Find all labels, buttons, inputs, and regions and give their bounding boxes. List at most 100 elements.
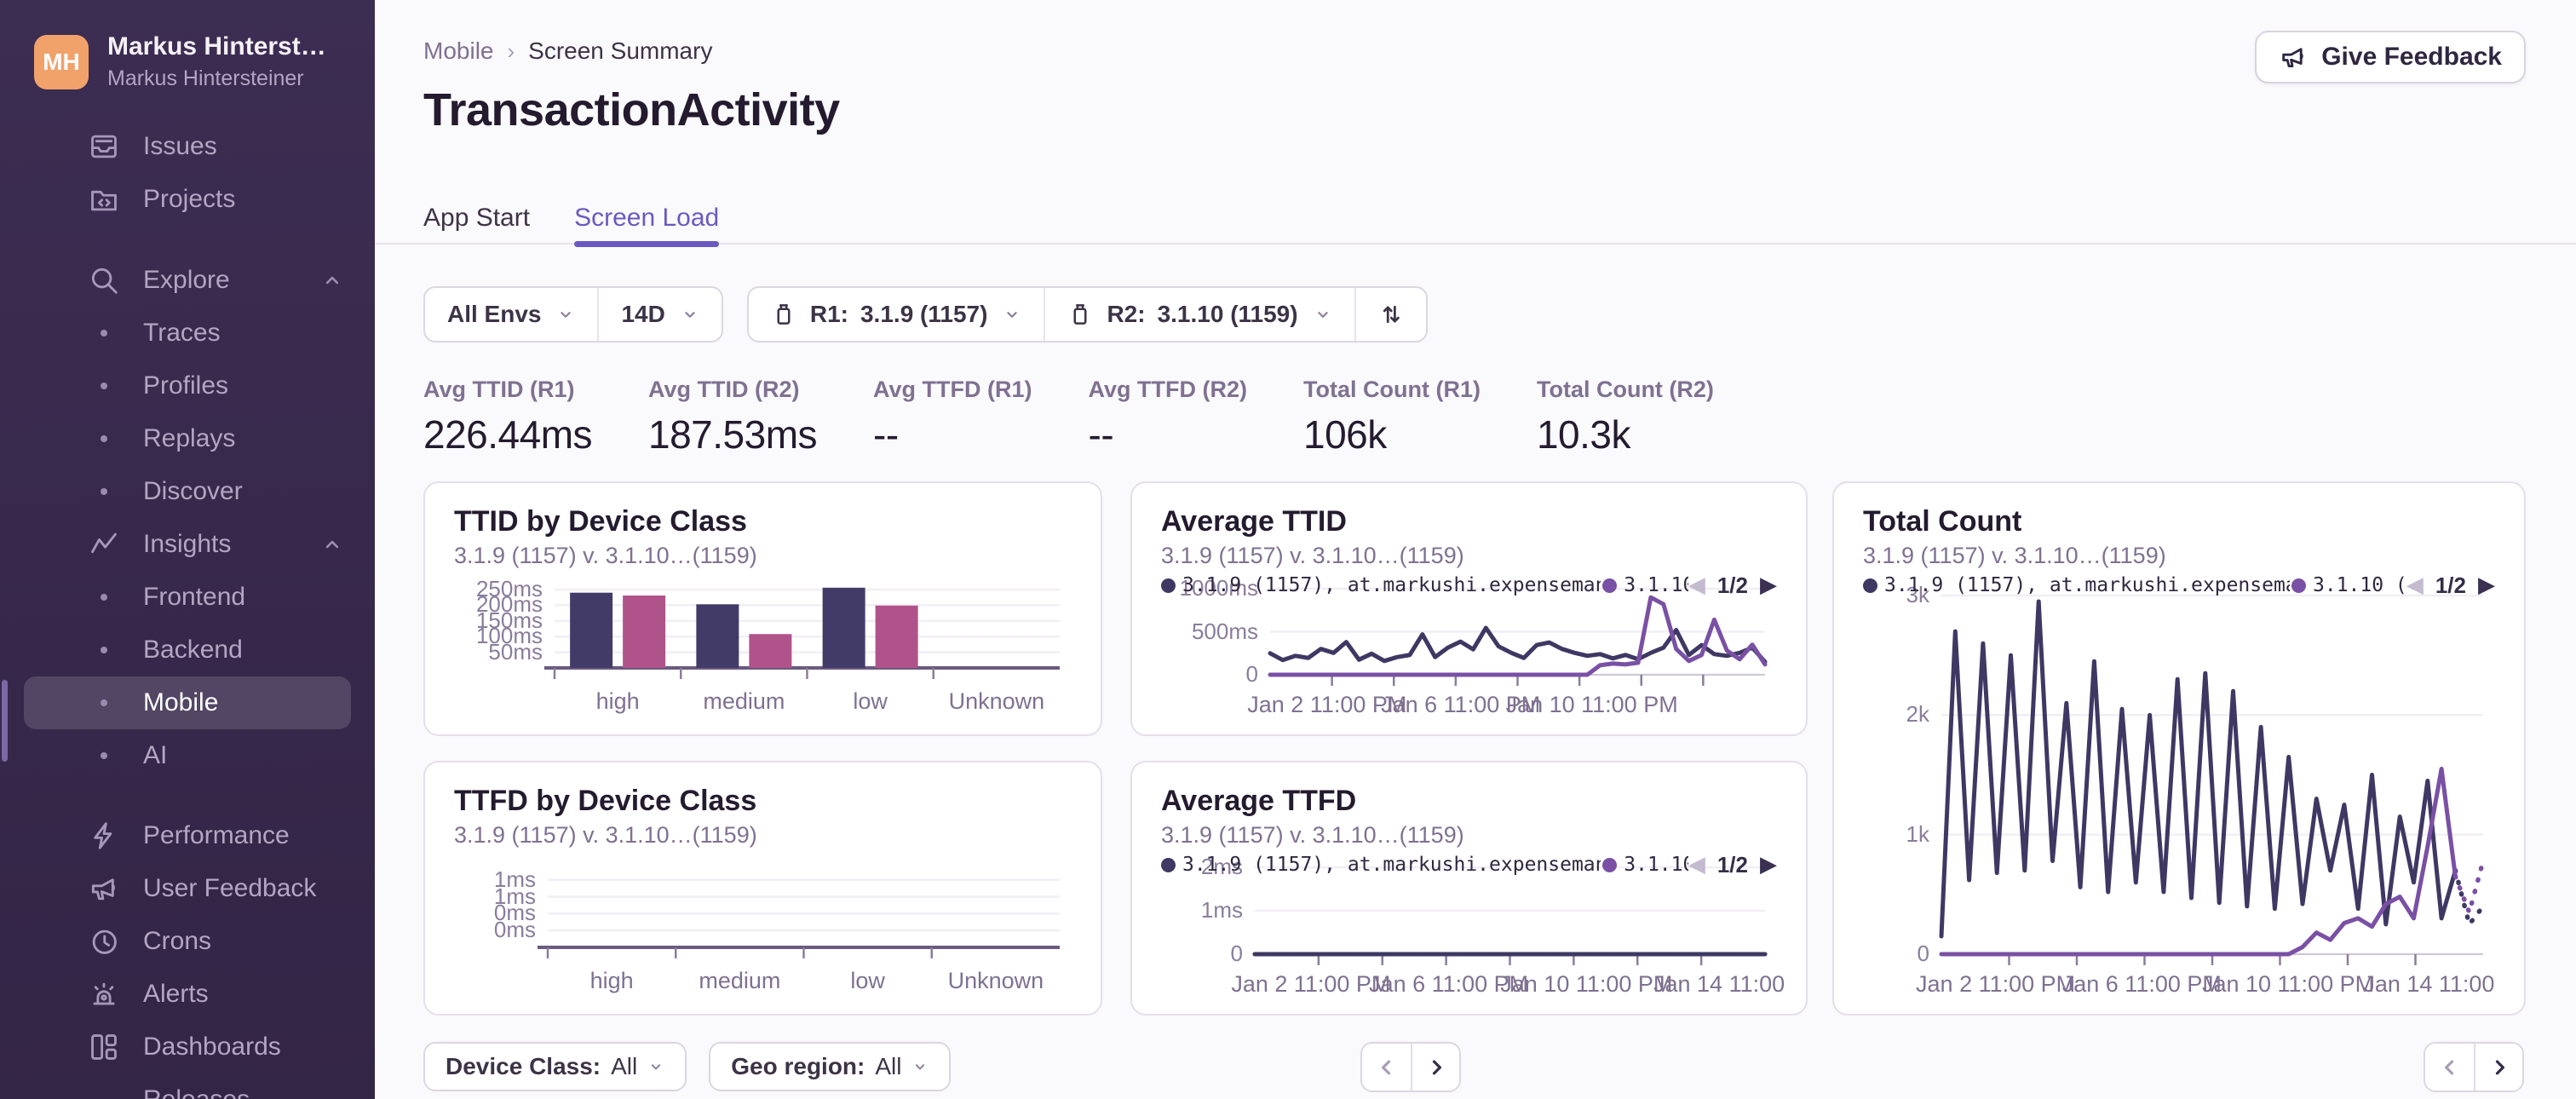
tab-label: Screen Load	[574, 204, 720, 232]
average-ttfd-card: Average TTFD 3.1.9 (1157) v. 3.1.10…(115…	[1130, 761, 1808, 1016]
pager-next-button[interactable]	[2474, 1044, 2522, 1090]
bullet-icon	[101, 383, 107, 389]
card-title: Average TTID	[1161, 505, 1347, 538]
legend-next-icon[interactable]: ▶	[1760, 573, 1777, 598]
sidebar-item-discover[interactable]: Discover	[0, 465, 375, 518]
sidebar-item-explore[interactable]: Explore	[0, 254, 375, 307]
inbox-icon	[85, 128, 123, 165]
releases-stack-icon	[85, 1081, 123, 1099]
legend-next-icon[interactable]: ▶	[1760, 852, 1777, 877]
pager-prev-button[interactable]	[2425, 1044, 2474, 1090]
give-feedback-button[interactable]: Give Feedback	[2255, 31, 2526, 83]
metric-label: Avg TTID (R2)	[648, 377, 800, 402]
sidebar-scroll-indicator[interactable]	[2, 680, 8, 762]
sidebar-item-label: Frontend	[143, 583, 246, 611]
series2-label: 3.1.10	[1624, 854, 1688, 876]
card-subtitle: 3.1.9 (1157) v. 3.1.10…(1159)	[454, 822, 757, 848]
chevron-down-icon	[1314, 305, 1332, 324]
metric-value: 106k	[1303, 412, 1387, 457]
release-filter-group: R1: 3.1.9 (1157) R2: 3.1.10 (1159)	[746, 286, 1428, 342]
release2-value: 3.1.10 (1159)	[1157, 301, 1298, 327]
metric-label: Total Count (R2)	[1536, 377, 1714, 402]
breadcrumb: Mobile › Screen Summary	[423, 37, 712, 65]
sidebar-item-alerts[interactable]: Alerts	[0, 968, 375, 1021]
chevron-down-icon	[911, 1058, 929, 1075]
legend-prev-icon[interactable]: ◀	[1688, 852, 1705, 877]
sidebar-item-performance[interactable]: Performance	[0, 809, 375, 862]
swap-arrows-icon	[1378, 302, 1404, 327]
sidebar-item-user-feedback[interactable]: User Feedback	[0, 862, 375, 915]
geo-region-filter[interactable]: Geo region: All	[709, 1042, 952, 1091]
series1-dot	[1161, 578, 1176, 593]
megaphone-icon	[85, 870, 123, 907]
sidebar-item-backend[interactable]: Backend	[0, 624, 375, 676]
release2-selector[interactable]: R2: 3.1.10 (1159)	[1044, 288, 1354, 341]
sidebar-item-issues[interactable]: Issues	[0, 120, 375, 173]
pager-prev-button[interactable]	[1362, 1044, 1411, 1090]
metric-value: 10.3k	[1536, 412, 1631, 457]
metric-avg-ttfd-r1: Avg TTFD (R1) --	[873, 377, 1032, 457]
environment-selector[interactable]: All Envs	[425, 288, 597, 341]
swap-releases-button[interactable]	[1354, 288, 1426, 341]
breadcrumb-mobile[interactable]: Mobile	[423, 37, 494, 64]
release1-label: R1:	[809, 301, 848, 327]
geo-region-value: All	[875, 1053, 902, 1079]
sidebar-item-projects[interactable]: Projects	[0, 173, 375, 226]
sidebar-item-insights[interactable]: Insights	[0, 518, 375, 571]
sidebar-item-releases[interactable]: Releases	[0, 1073, 375, 1099]
average-ttid-chart: 1000ms 500ms 0 Jan 2 11:00 PM Jan 6 11:00 PM…	[1161, 570, 1777, 717]
card-title: TTID by Device Class	[454, 505, 747, 538]
pager-next-button[interactable]	[1411, 1044, 1459, 1090]
series1-dot	[1863, 578, 1877, 593]
chevron-down-icon	[556, 305, 575, 324]
metric-avg-ttid-r1: Avg TTID (R1) 226.44ms	[423, 377, 593, 457]
dashboard-grid-icon	[85, 1028, 123, 1066]
sidebar-item-label: Projects	[143, 185, 236, 213]
sidebar-item-label: Alerts	[143, 980, 209, 1008]
clock-icon	[85, 923, 123, 960]
main-content: Mobile › Screen Summary Give Feedback Tr…	[375, 0, 2576, 1099]
sidebar-item-mobile[interactable]: Mobile	[24, 676, 351, 729]
folder-code-icon	[85, 181, 123, 218]
sidebar-item-label: AI	[143, 741, 168, 769]
metric-avg-ttfd-r2: Avg TTFD (R2) --	[1089, 377, 1247, 457]
sidebar-item-replays[interactable]: Replays	[0, 412, 375, 465]
bullet-icon	[101, 488, 107, 495]
filter-bar: All Envs 14D R1: 3.1.9 (1157) R2: 3.1.10…	[423, 286, 1428, 342]
chart-legend: 3.1.9 (1157), at.markushi.expensemanage …	[1161, 849, 1777, 880]
sidebar-item-frontend[interactable]: Frontend	[0, 571, 375, 624]
tabs-bar: App Start Screen Load	[375, 195, 2576, 247]
sidebar-item-traces[interactable]: Traces	[0, 307, 375, 360]
sidebar-item-dashboards[interactable]: Dashboards	[0, 1021, 375, 1073]
legend-prev-icon[interactable]: ◀	[1688, 573, 1705, 598]
release1-value: 3.1.9 (1157)	[860, 301, 988, 327]
device-class-label: Device Class:	[446, 1053, 601, 1079]
series1-dot	[1161, 857, 1176, 872]
env-date-filter-group: All Envs 14D	[423, 286, 723, 342]
average-ttid-card: Average TTID 3.1.9 (1157) v. 3.1.10…(115…	[1130, 481, 1808, 736]
avatar: MH	[34, 34, 89, 89]
chevron-down-icon	[681, 305, 699, 324]
tab-app-start[interactable]: App Start	[423, 204, 531, 232]
legend-page: 1/2	[1716, 572, 1748, 598]
device-class-value: All	[611, 1053, 638, 1079]
release1-selector[interactable]: R1: 3.1.9 (1157)	[749, 288, 1044, 341]
sidebar-item-crons[interactable]: Crons	[0, 915, 375, 968]
device-class-filter[interactable]: Device Class: All	[423, 1042, 687, 1091]
sidebar-item-profiles[interactable]: Profiles	[0, 360, 375, 412]
date-range-selector[interactable]: 14D	[597, 288, 721, 341]
series2-label: 3.1.10 (1	[2313, 574, 2406, 596]
chevron-down-icon	[647, 1058, 664, 1075]
sidebar-item-label: Explore	[143, 266, 230, 294]
megaphone-icon	[2279, 43, 2308, 72]
legend-next-icon[interactable]: ▶	[2478, 573, 2495, 598]
release-icon	[771, 302, 796, 327]
page-title: TransactionActivity	[423, 84, 840, 135]
user-menu[interactable]: MH Markus Hinterst… Markus Hintersteiner	[34, 32, 326, 91]
legend-prev-icon[interactable]: ◀	[2406, 573, 2424, 598]
environment-value: All Envs	[447, 301, 542, 327]
metric-value: --	[1088, 412, 1114, 457]
tab-screen-load[interactable]: Screen Load	[574, 195, 720, 247]
sidebar-item-label: Issues	[143, 132, 217, 160]
sidebar-item-ai[interactable]: AI	[0, 729, 375, 782]
